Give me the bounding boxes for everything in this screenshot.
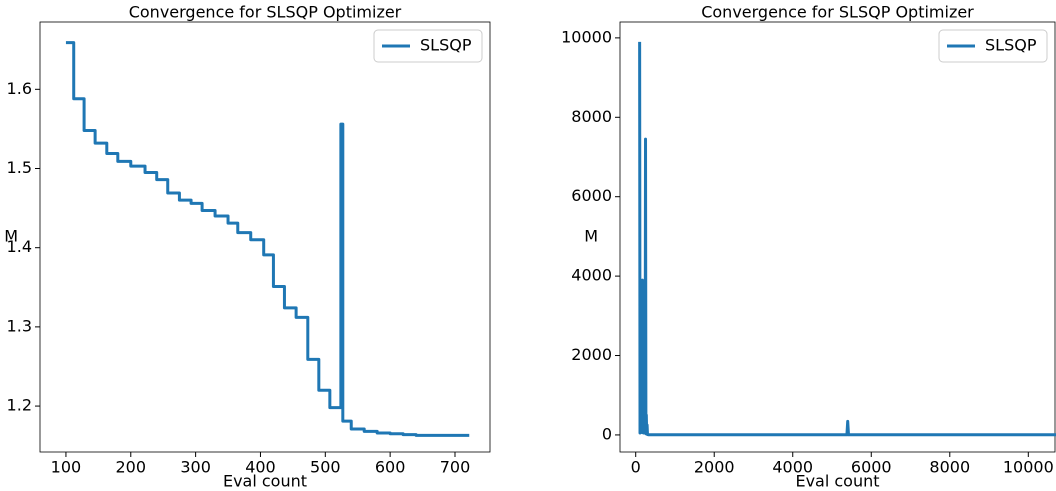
plot-frame bbox=[619, 21, 1056, 453]
y-tick-label: 8000 bbox=[571, 107, 612, 126]
y-tick-label: 10000 bbox=[561, 27, 612, 46]
chart-title: Convergence for SLSQP Optimizer bbox=[701, 3, 974, 22]
line bbox=[65, 41, 470, 437]
x-tick-label: 700 bbox=[440, 458, 471, 477]
y-tick-label: 0 bbox=[602, 424, 612, 443]
x-tick-label: 8000 bbox=[929, 458, 970, 477]
legend-label: SLSQP bbox=[420, 36, 472, 55]
y-tick-label: 1.4 bbox=[7, 237, 32, 256]
legend-label: SLSQP bbox=[985, 36, 1037, 55]
x-tick-label: 300 bbox=[180, 458, 211, 477]
chart-title: Convergence for SLSQP Optimizer bbox=[129, 3, 402, 22]
y-tick-label: 1.2 bbox=[7, 396, 32, 415]
y-axis-label: M bbox=[584, 227, 598, 246]
x-tick-label: 500 bbox=[310, 458, 341, 477]
y-tick-label: 1.3 bbox=[7, 316, 32, 335]
y-tick-label: 4000 bbox=[571, 266, 612, 285]
line bbox=[638, 41, 1056, 437]
y-tick-label: 1.5 bbox=[7, 158, 32, 177]
x-tick-label: 400 bbox=[245, 458, 276, 477]
x-tick-label: 100 bbox=[51, 458, 82, 477]
x-axis-label: Eval count bbox=[223, 472, 307, 491]
legend-box bbox=[938, 29, 1048, 63]
y-tick-label: 1.6 bbox=[7, 79, 32, 98]
x-tick-label: 0 bbox=[631, 458, 641, 477]
x-tick-label: 10000 bbox=[1003, 458, 1054, 477]
x-tick-label: 200 bbox=[116, 458, 147, 477]
x-axis-label: Eval count bbox=[795, 472, 879, 491]
x-tick-label: 6000 bbox=[851, 458, 892, 477]
y-axis-label: M bbox=[4, 227, 18, 246]
y-tick-label: 6000 bbox=[571, 186, 612, 205]
y-tick-label: 2000 bbox=[571, 345, 612, 364]
plot-frame bbox=[39, 21, 491, 453]
x-tick-label: 4000 bbox=[772, 458, 813, 477]
legend-box bbox=[373, 29, 483, 63]
x-tick-label: 600 bbox=[375, 458, 406, 477]
x-tick-label: 2000 bbox=[694, 458, 735, 477]
